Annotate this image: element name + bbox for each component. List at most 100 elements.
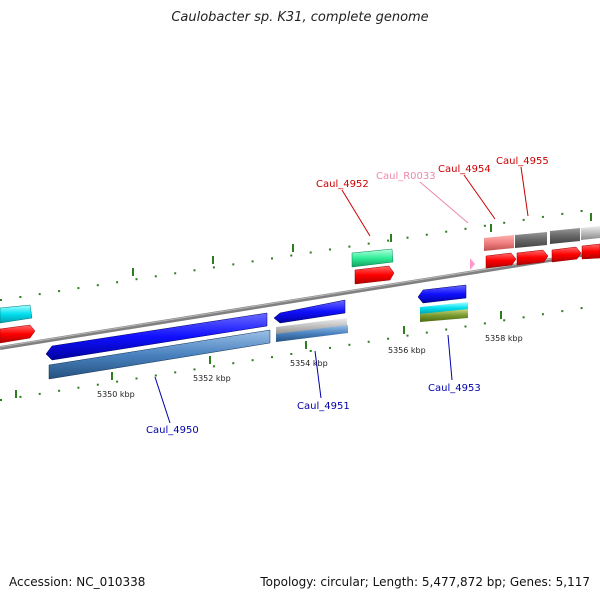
label-leader-lines bbox=[154, 166, 529, 424]
scale-dot bbox=[135, 377, 138, 380]
scale-dot bbox=[271, 356, 273, 359]
tick-mark bbox=[403, 326, 405, 334]
scale-dot bbox=[0, 299, 2, 301]
scale-dot bbox=[251, 260, 254, 263]
scale-dot bbox=[38, 392, 41, 395]
gene-feature-caul-4955[interactable] bbox=[516, 249, 549, 266]
scale-dot bbox=[154, 374, 157, 377]
scale-dot bbox=[445, 328, 448, 331]
rna-feature-caul-r0033[interactable] bbox=[470, 258, 475, 270]
scale-dot bbox=[503, 319, 506, 322]
tick-mark bbox=[209, 356, 211, 364]
major-ticks bbox=[15, 213, 592, 398]
gene-feature[interactable] bbox=[550, 228, 580, 244]
scale-dot bbox=[367, 242, 370, 245]
scale-dot bbox=[193, 269, 196, 272]
gene-feature-caul-4952[interactable] bbox=[354, 265, 395, 285]
scale-dot bbox=[96, 284, 99, 287]
scale-dot bbox=[483, 322, 486, 325]
scale-dot bbox=[309, 350, 312, 352]
gene-feature[interactable] bbox=[420, 309, 468, 322]
scale-dot bbox=[174, 272, 177, 275]
genome-backbone-highlight bbox=[0, 250, 600, 348]
scale-dot bbox=[561, 310, 564, 313]
scale-dot bbox=[387, 239, 390, 242]
scale-dot bbox=[406, 236, 409, 239]
scale-dot bbox=[483, 224, 486, 227]
scale-dot bbox=[329, 248, 331, 251]
tick-mark bbox=[212, 256, 214, 264]
tick-mark bbox=[15, 390, 17, 398]
gene-feature[interactable] bbox=[515, 232, 547, 248]
scale-dot bbox=[580, 307, 583, 310]
gene-feature-caul-4954[interactable] bbox=[485, 252, 517, 269]
scale-dot bbox=[464, 227, 467, 230]
scale-dot bbox=[212, 266, 215, 269]
tick-mark bbox=[390, 234, 392, 242]
scale-dot bbox=[406, 334, 409, 337]
scale-dot bbox=[290, 353, 293, 355]
gene-feature-caul-4953[interactable] bbox=[417, 284, 467, 304]
gene-feature-caul-4950[interactable] bbox=[45, 312, 268, 361]
scale-dot bbox=[329, 346, 331, 349]
accession-text: Accession: NC_010338 bbox=[9, 575, 146, 589]
gene-feature[interactable] bbox=[581, 243, 600, 260]
scale-dot bbox=[503, 221, 506, 224]
tick-label: 5358 kbp bbox=[485, 334, 523, 343]
tick-mark bbox=[132, 268, 134, 276]
scale-dot bbox=[309, 251, 312, 254]
scale-dot bbox=[58, 290, 61, 293]
scale-dot bbox=[580, 210, 583, 212]
tick-mark bbox=[111, 372, 113, 380]
tick-label: 5350 kbp bbox=[97, 390, 135, 399]
scale-dot bbox=[348, 343, 351, 346]
gene-label-caul-4952[interactable]: Caul_4952 bbox=[316, 179, 369, 190]
scale-dot bbox=[348, 245, 351, 248]
scale-dot bbox=[154, 275, 157, 278]
scale-dot bbox=[271, 257, 273, 260]
gene-feature[interactable] bbox=[351, 248, 394, 268]
scale-dot bbox=[19, 296, 22, 298]
tick-mark bbox=[305, 341, 307, 349]
scale-dot bbox=[0, 399, 2, 401]
scale-dot bbox=[367, 340, 370, 343]
gene-feature[interactable] bbox=[48, 329, 271, 380]
scale-dot bbox=[212, 365, 215, 368]
scale-dot bbox=[19, 395, 22, 398]
scale-dot bbox=[522, 316, 525, 319]
scale-dot bbox=[58, 389, 61, 392]
gene-label-caul-4955[interactable]: Caul_4955 bbox=[496, 156, 549, 167]
reverse-strand-features bbox=[45, 284, 468, 380]
gene-feature[interactable] bbox=[551, 246, 582, 263]
gene-feature[interactable] bbox=[0, 324, 36, 344]
genome-summary-text: Topology: circular; Length: 5,477,872 bp… bbox=[260, 575, 590, 589]
gene-feature[interactable] bbox=[484, 235, 514, 251]
gene-label-caul-4953[interactable]: Caul_4953 bbox=[428, 383, 481, 394]
scale-dot bbox=[445, 230, 448, 233]
scale-dot bbox=[38, 293, 41, 296]
scale-dot bbox=[116, 281, 119, 284]
gene-label-caul-4950[interactable]: Caul_4950 bbox=[146, 425, 199, 436]
scale-dot bbox=[290, 254, 293, 257]
gene-label-caul-4954[interactable]: Caul_4954 bbox=[438, 164, 491, 175]
gene-label-caul-4951[interactable]: Caul_4951 bbox=[297, 401, 350, 412]
scale-dot bbox=[541, 313, 544, 316]
gene-feature-caul-4951[interactable] bbox=[273, 299, 346, 324]
scale-dot bbox=[522, 218, 525, 221]
outer-dotted-ring bbox=[0, 210, 583, 301]
tick-label: 5352 kbp bbox=[193, 374, 231, 383]
scale-dot bbox=[232, 362, 235, 365]
scale-dot bbox=[561, 212, 564, 215]
gene-feature[interactable] bbox=[276, 325, 348, 342]
gene-feature[interactable] bbox=[0, 304, 33, 324]
scale-dot bbox=[77, 287, 80, 290]
scale-dot bbox=[232, 263, 235, 266]
gene-feature[interactable] bbox=[581, 226, 600, 240]
tick-mark bbox=[590, 213, 592, 221]
gene-feature[interactable] bbox=[276, 318, 347, 336]
scale-dot bbox=[174, 371, 177, 374]
gene-label-caul-r0033[interactable]: Caul_R0033 bbox=[376, 171, 436, 182]
scale-dot bbox=[425, 233, 428, 236]
map-title: Caulobacter sp. K31, complete genome bbox=[171, 10, 429, 25]
